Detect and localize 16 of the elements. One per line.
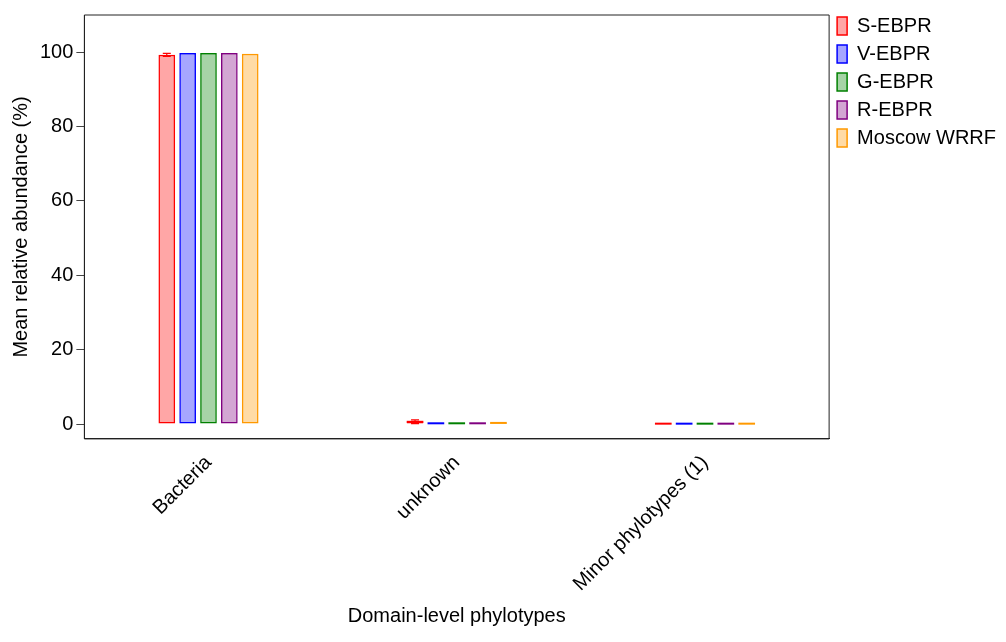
bar [158,54,176,424]
y-tick-label: 100 [39,39,74,62]
y-tick-label: 20 [51,337,74,360]
bar [221,52,238,424]
legend-label: Moscow WRRF [857,125,996,148]
y-axis-title: Mean relative abundance (%) [8,96,31,358]
legend-label: S-EBPR [857,13,932,36]
x-axis-title: Domain-level phylotypes [347,603,566,626]
y-tick-label: 0 [62,411,74,434]
y-tick-label: 40 [51,262,74,285]
legend-label: G-EBPR [857,69,934,92]
y-tick-label: 80 [51,114,74,137]
y-tick-label: 60 [51,188,74,211]
legend-label: R-EBPR [857,97,933,120]
legend-label: V-EBPR [857,41,931,64]
bar [241,53,259,424]
